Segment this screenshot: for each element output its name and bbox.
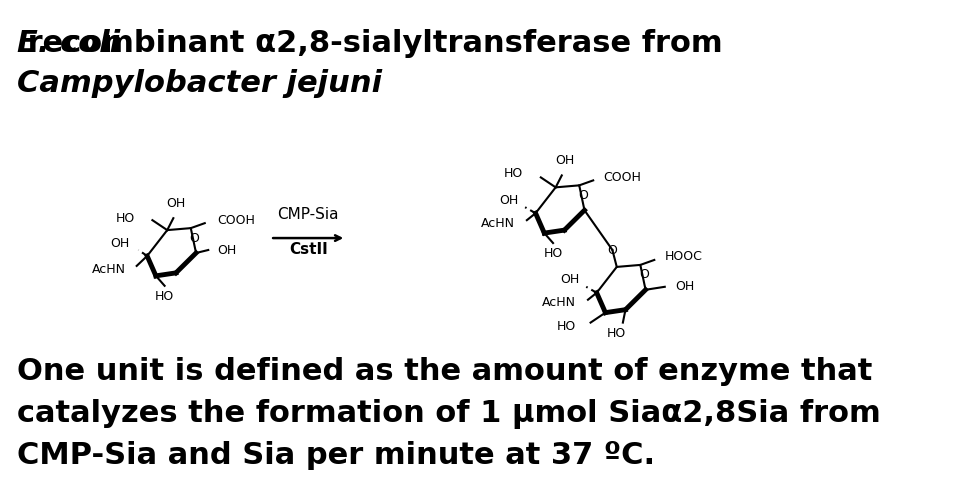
- Text: O: O: [607, 244, 618, 256]
- Text: catalyzes the formation of 1 μmol Siaα2,8Sia from: catalyzes the formation of 1 μmol Siaα2,…: [18, 399, 881, 429]
- Text: COOH: COOH: [217, 214, 255, 226]
- Text: OH: OH: [675, 280, 695, 293]
- Text: CMP-Sia and Sia per minute at 37 ºC.: CMP-Sia and Sia per minute at 37 ºC.: [18, 441, 655, 470]
- Text: recombinant α2,8-sialyltransferase from: recombinant α2,8-sialyltransferase from: [18, 29, 722, 58]
- Text: HO: HO: [556, 320, 576, 333]
- Text: OH: OH: [110, 236, 130, 250]
- Text: OH: OH: [217, 244, 236, 256]
- Text: HO: HO: [155, 290, 175, 303]
- Text: One unit is defined as the amount of enzyme that: One unit is defined as the amount of enz…: [18, 358, 873, 386]
- Text: COOH: COOH: [604, 171, 641, 184]
- Text: CMP-Sia: CMP-Sia: [277, 207, 339, 222]
- Text: HO: HO: [116, 212, 135, 224]
- Text: HO: HO: [607, 326, 627, 340]
- Text: AcHN: AcHN: [92, 264, 126, 276]
- Text: OH: OH: [499, 194, 518, 207]
- Text: HO: HO: [544, 247, 563, 260]
- Text: HOOC: HOOC: [665, 250, 703, 264]
- Text: CstII: CstII: [289, 242, 328, 257]
- Text: O: O: [578, 189, 588, 202]
- Text: HO: HO: [505, 167, 523, 180]
- Text: O: O: [189, 232, 199, 244]
- Text: AcHN: AcHN: [480, 216, 514, 230]
- Text: O: O: [639, 268, 649, 281]
- Text: OH: OH: [554, 154, 574, 168]
- Text: Campylobacter jejuni: Campylobacter jejuni: [18, 69, 383, 98]
- Text: AcHN: AcHN: [542, 296, 576, 309]
- Text: OH: OH: [166, 197, 185, 210]
- Text: OH: OH: [560, 274, 579, 286]
- Text: E. coli: E. coli: [18, 29, 120, 58]
